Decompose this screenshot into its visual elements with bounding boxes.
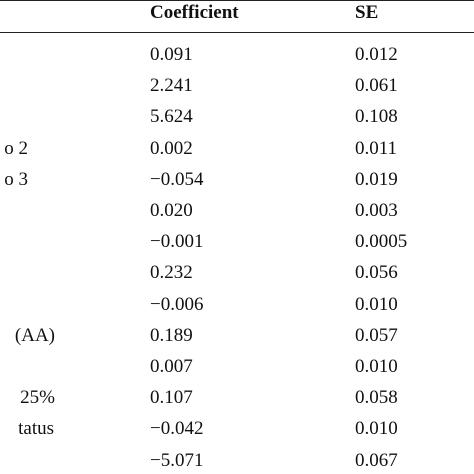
coefficient-cell: 0.107 bbox=[150, 387, 193, 409]
coefficient-cell: 0.020 bbox=[150, 200, 193, 221]
coefficient-cell: 0.002 bbox=[150, 137, 193, 159]
se-cell: 0.0005 bbox=[355, 231, 408, 253]
coefficient-cell: 5.624 bbox=[150, 106, 193, 128]
se-cell: 0.019 bbox=[355, 168, 398, 190]
se-cell: 0.108 bbox=[355, 106, 398, 128]
se-cell: 0.010 bbox=[355, 356, 398, 377]
top-rule bbox=[0, 0, 474, 1]
se-cell: 0.056 bbox=[355, 262, 398, 284]
header-coefficient: Coefficient bbox=[150, 2, 239, 23]
coefficient-cell: 2.241 bbox=[150, 75, 193, 97]
se-cell: 0.067 bbox=[355, 449, 398, 471]
se-cell: 0.058 bbox=[355, 387, 398, 409]
coefficient-cell: −0.006 bbox=[150, 293, 204, 315]
se-cell: 0.061 bbox=[355, 75, 398, 97]
header-rule bbox=[0, 32, 474, 33]
coefficient-cell: 0.189 bbox=[150, 324, 193, 346]
se-cell: 0.057 bbox=[355, 324, 398, 346]
se-cell: 0.003 bbox=[355, 200, 398, 221]
se-cell: 0.011 bbox=[355, 137, 398, 159]
se-cell: 0.010 bbox=[355, 293, 398, 315]
coefficient-cell: −0.042 bbox=[150, 418, 204, 440]
row-label: 25% bbox=[20, 387, 55, 409]
coefficient-cell: −0.054 bbox=[150, 168, 204, 190]
row-label: o 3 bbox=[4, 168, 28, 190]
coefficient-cell: 0.091 bbox=[150, 44, 193, 65]
row-label: tatus bbox=[18, 418, 54, 440]
se-cell: 0.010 bbox=[355, 418, 398, 440]
coefficient-cell: 0.007 bbox=[150, 356, 193, 377]
coefficient-cell: −5.071 bbox=[150, 449, 204, 471]
se-cell: 0.012 bbox=[355, 44, 398, 65]
coefficient-cell: −0.001 bbox=[150, 231, 204, 253]
row-label: o 2 bbox=[4, 137, 28, 159]
row-label: (AA) bbox=[14, 324, 55, 346]
header-se: SE bbox=[355, 2, 379, 23]
coefficient-cell: 0.232 bbox=[150, 262, 193, 284]
